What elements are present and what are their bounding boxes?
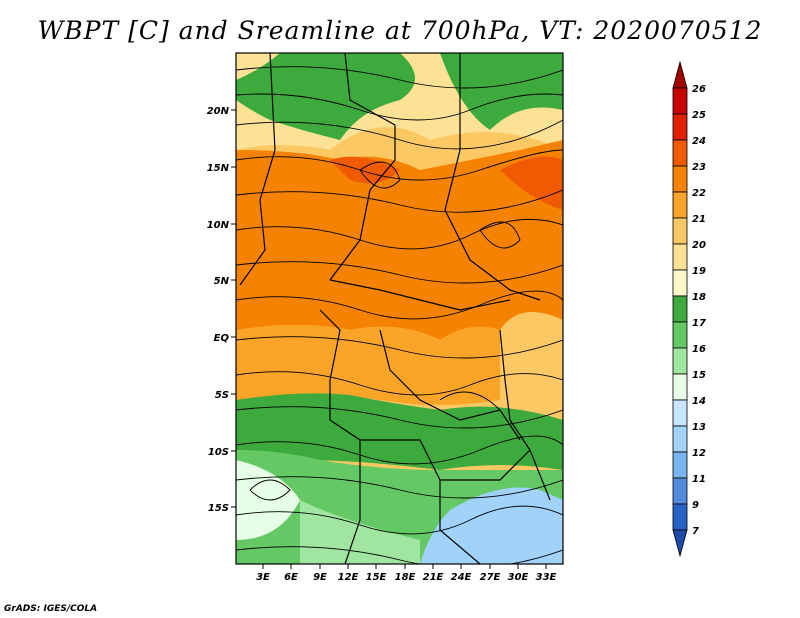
colorbar-swatch (672, 269, 688, 297)
lon-label: 21E (423, 572, 444, 583)
colorbar-label: 9 (692, 500, 699, 511)
lon-label: 9E (313, 572, 327, 583)
colorbar-label: 18 (692, 292, 706, 303)
colorbar-label: 7 (692, 526, 699, 537)
streamlines (236, 66, 563, 564)
colorbar-swatch (672, 87, 688, 115)
colorbar-swatch (672, 503, 688, 531)
colorbar-label: 13 (692, 422, 706, 433)
colorbar-swatch (672, 191, 688, 219)
lon-label: 18E (395, 572, 416, 583)
colorbar-swatch (672, 243, 688, 271)
lon-label: 24E (451, 572, 472, 583)
colorbar-label: 25 (692, 110, 706, 121)
lat-label: 5S (215, 390, 229, 401)
colorbar-label: 15 (692, 370, 706, 381)
colorbar: 26 25 24 23 22 21 20 19 18 17 16 15 14 13 12 11 9 7 (672, 60, 706, 558)
lon-label: 33E (536, 572, 557, 583)
lon-label: 30E (508, 572, 529, 583)
map-frame (235, 52, 564, 565)
colorbar-swatch (672, 295, 688, 323)
lat-label: 15S (208, 503, 229, 514)
colorbar-label: 11 (692, 474, 706, 485)
colorbar-swatch (672, 113, 688, 141)
lat-label: 10N (207, 220, 230, 231)
colorbar-label: 22 (692, 188, 706, 199)
colorbar-label: 20 (692, 240, 706, 251)
colorbar-swatch (672, 529, 688, 558)
colorbar-swatch (672, 425, 688, 453)
colorbar-swatch (672, 165, 688, 193)
lon-label: 15E (366, 572, 387, 583)
grads-credit: GrADS: IGES/COLA (4, 604, 98, 614)
colorbar-swatch (672, 60, 688, 89)
temperature-field (236, 53, 563, 564)
colorbar-swatch (672, 399, 688, 427)
colorbar-swatch (672, 217, 688, 245)
lat-label: 5N (214, 276, 230, 287)
colorbar-swatch (672, 451, 688, 479)
colorbar-label: 23 (692, 162, 706, 173)
lon-label: 3E (256, 572, 270, 583)
colorbar-swatch (672, 347, 688, 375)
colorbar-label: 17 (692, 318, 706, 329)
colorbar-swatch (672, 139, 688, 167)
colorbar-label: 14 (692, 396, 706, 407)
colorbar-swatch (672, 373, 688, 401)
lat-ticks (231, 109, 236, 508)
colorbar-label: 12 (692, 448, 706, 459)
lat-label: 10S (208, 447, 229, 458)
colorbar-label: 21 (692, 214, 706, 225)
chart-title: WBPT [C] and Sreamline at 700hPa, VT: 20… (37, 16, 763, 45)
colorbar-label: 24 (692, 136, 706, 147)
lat-label: 15N (207, 163, 230, 174)
colorbar-label: 16 (692, 344, 706, 355)
colorbar-swatch (672, 477, 688, 505)
lon-label: 12E (338, 572, 359, 583)
lon-labels: 3E 6E 9E 12E 15E 18E 21E 24E 27E 30E 33E (256, 572, 556, 583)
lat-labels: 20N 15N 10N 5N EQ 5S 10S 15S (207, 106, 230, 514)
lat-label: EQ (214, 333, 230, 344)
colorbar-label: 19 (692, 266, 706, 277)
lon-ticks (262, 564, 547, 569)
colorbar-swatch (672, 321, 688, 349)
colorbar-label: 26 (692, 84, 706, 95)
lon-label: 27E (480, 572, 501, 583)
lat-label: 20N (207, 106, 230, 117)
country-borders (239, 53, 551, 564)
lon-label: 6E (284, 572, 298, 583)
